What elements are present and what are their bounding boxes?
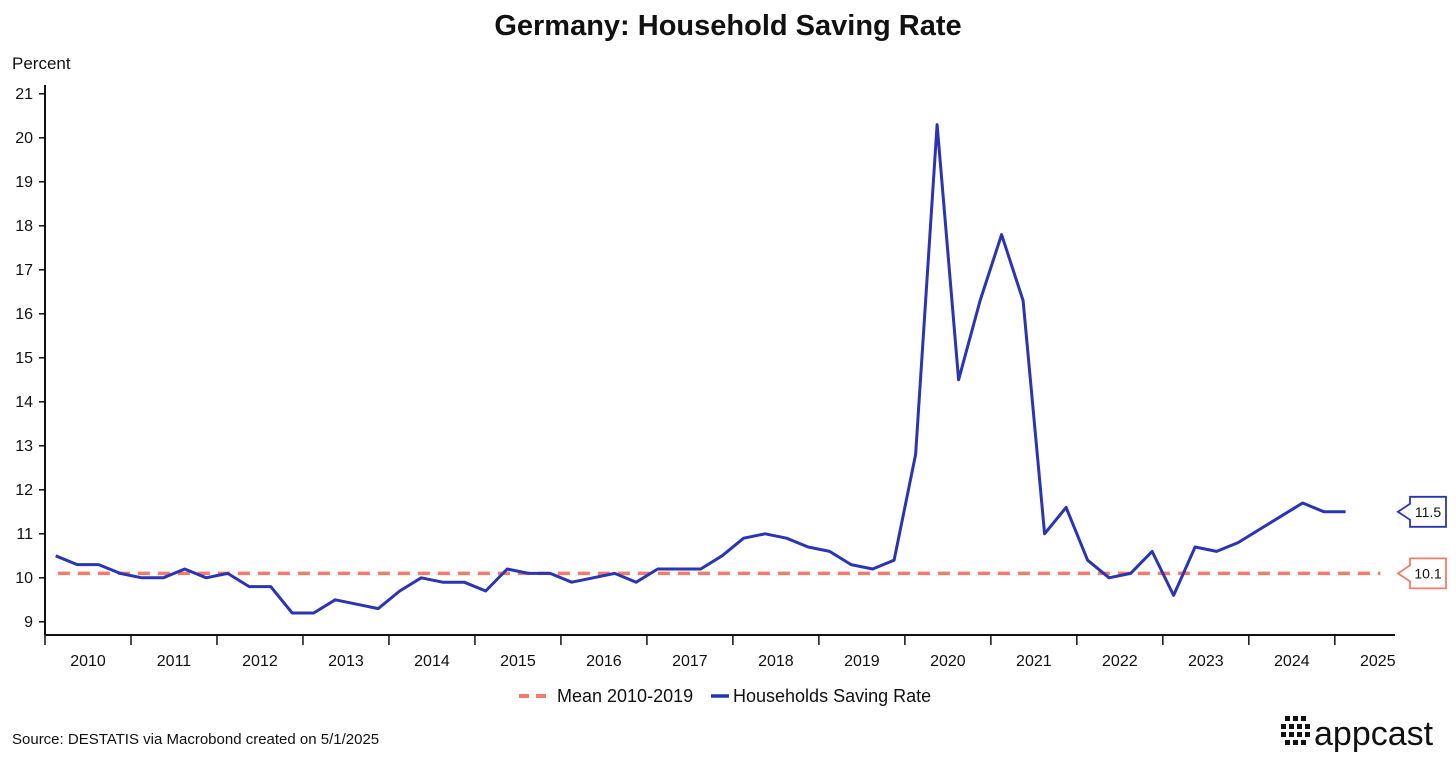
legend-label-saving-rate: Households Saving Rate <box>733 686 931 706</box>
y-tick-label: 11 <box>16 526 33 543</box>
y-tick-label: 14 <box>15 394 33 411</box>
x-tick-label: 2016 <box>586 653 622 670</box>
x-tick-label: 2017 <box>672 653 708 670</box>
series-layer <box>55 123 1381 615</box>
appcast-dots-icon <box>1281 716 1310 745</box>
x-tick-label: 2019 <box>844 653 880 670</box>
saving-rate-line <box>55 123 1346 615</box>
x-tick-label: 2012 <box>242 653 278 670</box>
x-axis: 2010 2011 2012 2013 2014 2015 2016 2017 2018 2019… <box>44 634 1396 670</box>
y-tick-label: 19 <box>15 174 33 191</box>
x-tick-label: 2022 <box>1102 653 1138 670</box>
y-tick-label: 10 <box>15 570 33 587</box>
y-tick-label: 13 <box>15 438 33 455</box>
mean-end-tag-label: 10.1 <box>1414 565 1441 581</box>
legend-label-mean: Mean 2010-2019 <box>557 686 693 706</box>
x-tick-label: 2018 <box>758 653 794 670</box>
y-tick-label: 12 <box>15 482 33 499</box>
source-note: Source: DESTATIS via Macrobond created o… <box>12 731 379 748</box>
x-tick-label: 2024 <box>1274 653 1310 670</box>
x-tick-label: 2013 <box>328 653 364 670</box>
x-tick-label: 2014 <box>414 653 450 670</box>
legend: Mean 2010-2019 Households Saving Rate <box>519 686 931 706</box>
y-tick-label: 20 <box>15 130 33 147</box>
brand-name: appcast <box>1314 715 1434 753</box>
y-tick-label: 16 <box>15 306 33 323</box>
end-tags: 10.1 11.5 <box>1396 495 1447 590</box>
chart-title: Germany: Household Saving Rate <box>494 10 961 42</box>
y-tick-label: 18 <box>15 218 33 235</box>
x-tick-label: 2025 <box>1360 653 1396 670</box>
y-tick-label: 15 <box>15 350 33 367</box>
x-tick-label: 2010 <box>70 653 106 670</box>
y-tick-label: 17 <box>15 262 33 279</box>
saving-rate-end-tag <box>1396 495 1447 528</box>
y-tick-label: 21 <box>15 86 33 103</box>
y-axis-label: Percent <box>12 54 71 73</box>
x-tick-label: 2023 <box>1188 653 1224 670</box>
mean-end-tag <box>1396 557 1447 590</box>
saving-rate-end-tag-label: 11.5 <box>1415 504 1441 520</box>
x-tick-label: 2020 <box>930 653 966 670</box>
y-tick-label: 9 <box>24 614 33 631</box>
y-axis: 9 10 11 12 13 14 15 16 17 18 19 20 21 <box>15 85 46 635</box>
appcast-logo: appcast <box>1281 715 1434 753</box>
x-tick-label: 2015 <box>500 653 536 670</box>
x-tick-label: 2021 <box>1016 653 1052 670</box>
x-tick-label: 2011 <box>157 653 192 670</box>
